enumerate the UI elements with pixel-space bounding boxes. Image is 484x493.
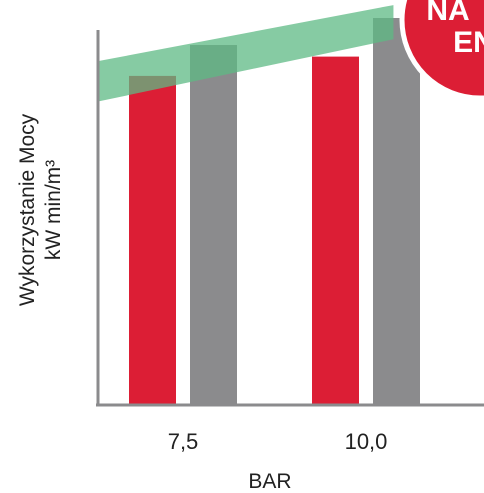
y-axis-label-line1: Wykorzystanie Mocy [16, 113, 39, 306]
x-tick-label-1: 10,0 [345, 429, 388, 454]
bar-series2-1 [373, 18, 420, 404]
bar-series2-0 [190, 45, 237, 404]
bars-group [129, 18, 420, 404]
bar-series1-0 [129, 75, 176, 404]
efficiency-band [98, 5, 394, 102]
x-tick-labels: 7,5 10,0 [168, 429, 388, 454]
bar-series1-1 [312, 56, 359, 404]
x-axis-label: BAR [248, 470, 291, 493]
band-group [98, 5, 394, 102]
badge-circle [399, 0, 484, 101]
badge-line2: EN [453, 26, 484, 59]
x-tick-label-0: 7,5 [168, 429, 199, 454]
badge-line1: NA [426, 0, 469, 27]
corner-badge: NA EN [399, 0, 484, 101]
y-axis-label-line2: kW min/m³ [42, 160, 65, 260]
